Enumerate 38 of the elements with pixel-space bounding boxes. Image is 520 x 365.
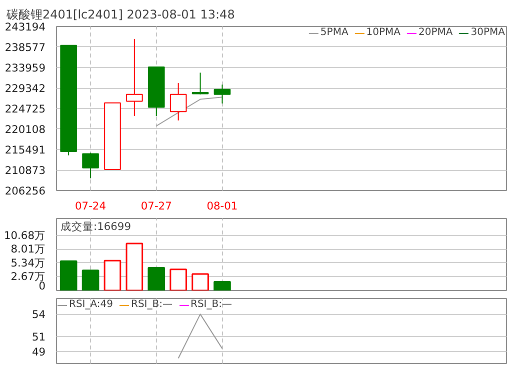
candlestick bbox=[126, 38, 143, 117]
y-tick-label: 238577 bbox=[4, 41, 46, 54]
legend-label: 10PMA bbox=[366, 27, 401, 38]
candlestick bbox=[214, 84, 231, 104]
y-tick-label: 210873 bbox=[4, 164, 46, 177]
bar bbox=[192, 273, 209, 290]
bar bbox=[104, 260, 122, 290]
y-tick-label: 233959 bbox=[4, 62, 46, 74]
legend-label: RSI_B:— bbox=[190, 299, 232, 310]
x-tick-label: 07-27 bbox=[140, 200, 172, 212]
y-tick-label: 243194 bbox=[4, 20, 46, 34]
y-tick-label: 215491 bbox=[4, 144, 46, 156]
y-tick-label: 8.01万 bbox=[10, 242, 46, 256]
candlestick bbox=[170, 82, 187, 121]
chart-title: 碳酸锂2401[lc2401] 2023-08-01 13:48 bbox=[6, 8, 235, 22]
bar bbox=[82, 270, 100, 290]
y-tick-label: 5.34万 bbox=[10, 256, 46, 270]
legend-label: RSI_A:49 bbox=[69, 299, 114, 310]
legend-label: 20PMA bbox=[418, 27, 453, 38]
bar bbox=[60, 260, 78, 290]
legend-label: RSI_B:— bbox=[131, 299, 172, 310]
y-tick-label: 206256 bbox=[4, 184, 46, 198]
bar bbox=[126, 242, 144, 290]
legend-label: 30PMA bbox=[470, 27, 505, 38]
x-tick-label: 08-01 bbox=[206, 200, 238, 212]
legend-label: 5PMA bbox=[320, 27, 348, 38]
bar bbox=[148, 267, 166, 290]
x-tick-label: 07-24 bbox=[75, 200, 106, 212]
bar bbox=[170, 268, 187, 290]
bar bbox=[214, 280, 231, 290]
y-tick-label: 229342 bbox=[4, 82, 46, 95]
y-tick-label: 224725 bbox=[4, 102, 46, 116]
y-tick-label: 54 bbox=[32, 308, 46, 322]
y-tick-label: 49 bbox=[32, 346, 46, 359]
y-tick-label: 220108 bbox=[4, 123, 46, 136]
chart-title: 成交量:16699 bbox=[60, 220, 132, 233]
y-tick-label: 51 bbox=[32, 330, 46, 344]
y-tick-label: 10.68万 bbox=[4, 228, 46, 242]
